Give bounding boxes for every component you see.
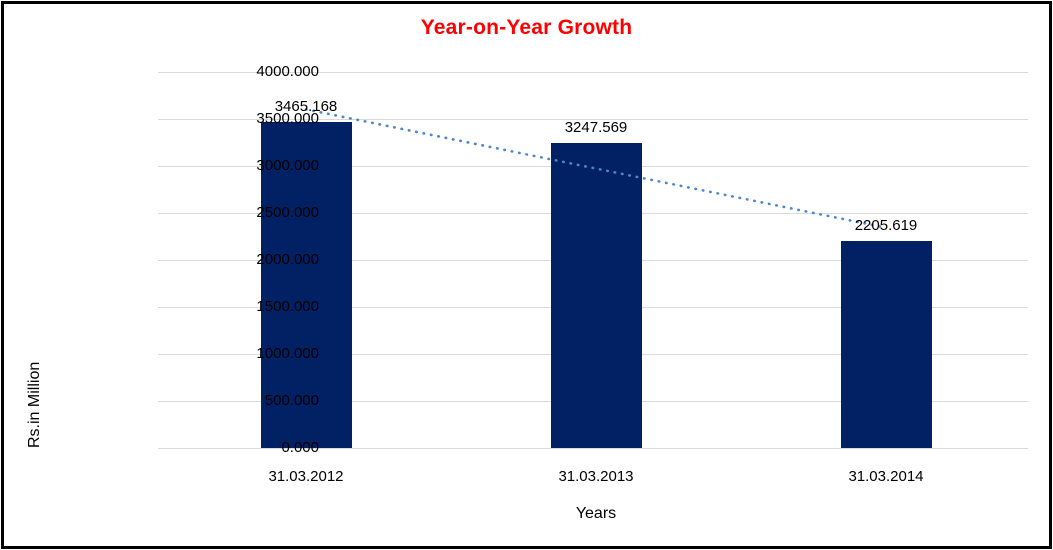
bar-31.03.2014: [840, 240, 932, 448]
y-axis-tick-label: 2500.000: [256, 204, 319, 221]
gridline: [158, 72, 1028, 73]
x-axis-tick-label: 31.03.2012: [268, 468, 344, 485]
gridline: [158, 448, 1028, 449]
y-axis-tick-label: 3500.000: [256, 110, 319, 127]
bar-31.03.2013: [550, 142, 642, 448]
plot-area: 3465.168 3247.569 2205.619: [158, 72, 1028, 449]
y-axis-tick-label: 3000.000: [256, 157, 319, 174]
data-label: 2205.619: [854, 216, 918, 234]
y-axis-tick-label: 0.000: [281, 439, 319, 456]
y-axis-tick-label: 4000.000: [256, 63, 319, 80]
x-axis-tick-label: 31.03.2014: [848, 468, 924, 485]
y-axis-title: Rs.in Million: [26, 361, 43, 448]
x-axis-title: Years: [575, 505, 617, 522]
y-axis-tick-label: 1500.000: [256, 298, 319, 315]
y-axis-tick-label: 1000.000: [256, 345, 319, 362]
chart-title: Year-on-Year Growth: [420, 16, 633, 39]
y-axis-tick-label: 2000.000: [256, 251, 319, 268]
data-label: 3247.569: [564, 118, 628, 136]
x-axis-tick-label: 31.03.2013: [558, 468, 634, 485]
y-axis-tick-label: 500.000: [264, 392, 319, 409]
data-label: 3465.168: [274, 98, 338, 116]
